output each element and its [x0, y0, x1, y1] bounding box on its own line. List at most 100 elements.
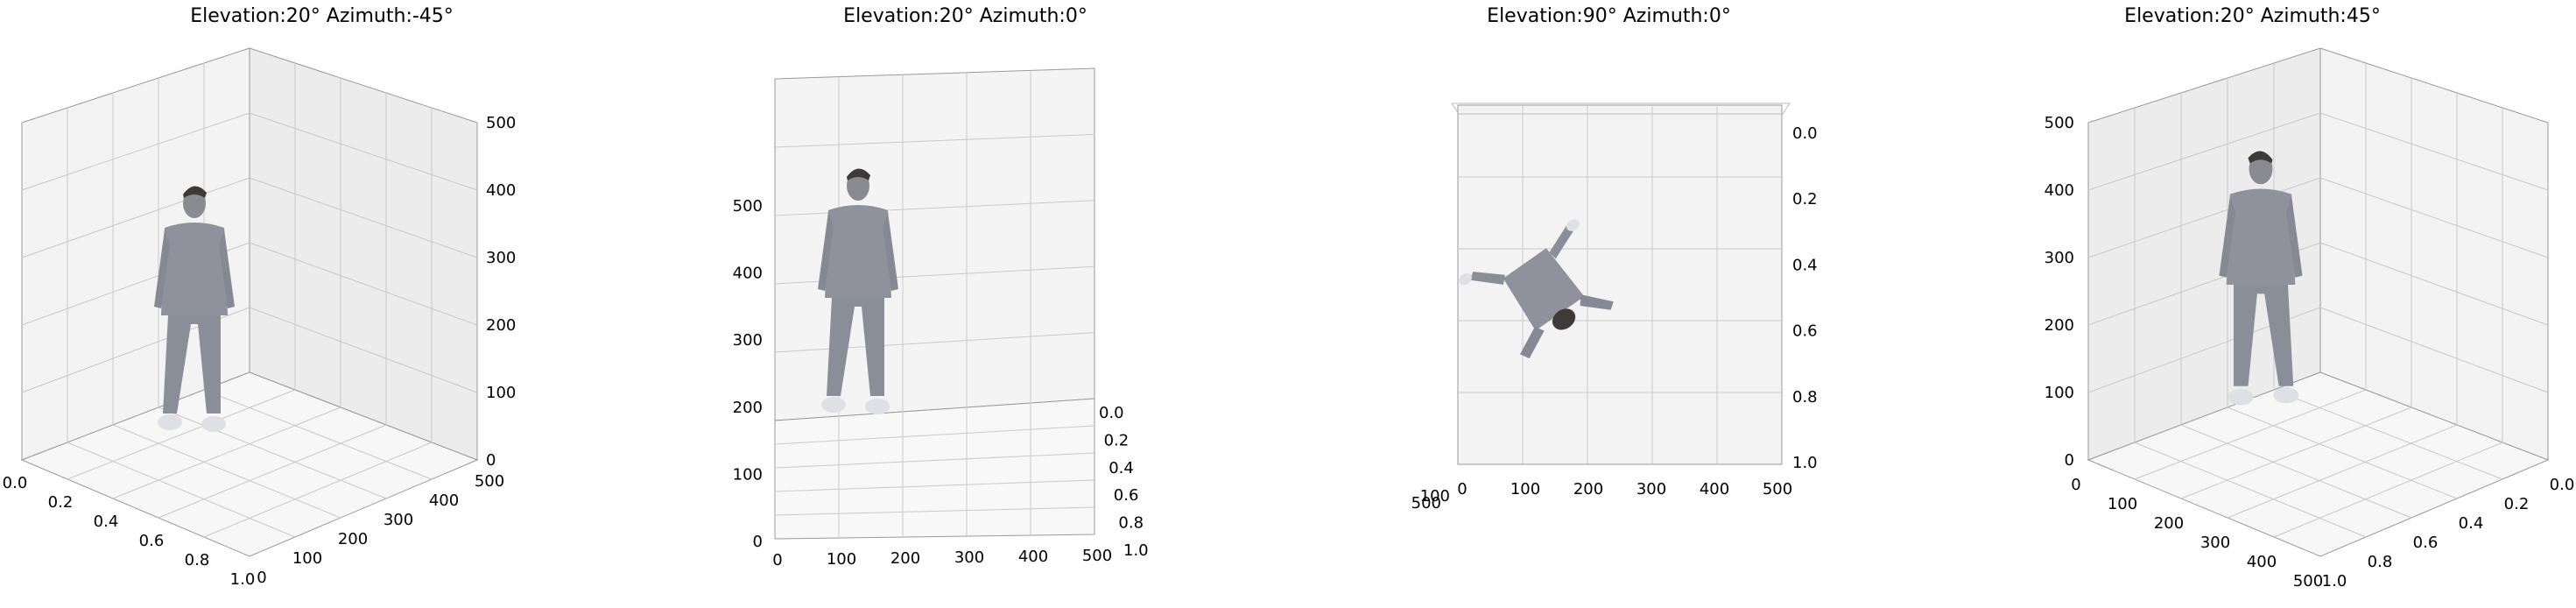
panel-2-x-tick: 100 — [827, 550, 856, 569]
panel-2-z-tick: 200 — [733, 399, 763, 417]
panel-4-z-tick: 200 — [2045, 316, 2074, 335]
panel-1-y-tick: 0 — [257, 569, 266, 587]
panel-2-z-tick: 300 — [733, 331, 763, 350]
panel-4-z-tick: 0 — [2065, 451, 2074, 470]
panel-1-x-tick: 0.4 — [94, 513, 119, 531]
panel-4-z-tick: 100 — [2045, 384, 2074, 402]
panel-4-axes — [2087, 47, 2550, 557]
panel-3-x-tick: 400 — [1700, 480, 1729, 498]
panel-2-y-tick: 1.0 — [1123, 541, 1149, 560]
panel-2-person-voxels — [818, 168, 898, 414]
panel-1-person-voxels — [154, 186, 235, 432]
panel-4-y-tick: 300 — [2200, 534, 2230, 552]
panel-3-y-tick: 0.0 — [1792, 124, 1818, 143]
panel-4-y-tick: 200 — [2154, 514, 2184, 533]
panel-1-x-tick: 0.8 — [185, 551, 210, 569]
panel-2-z-tick: 100 — [733, 465, 763, 484]
panel-4-x-tick: 0.4 — [2459, 514, 2484, 533]
panel-2-y-tick: 0.2 — [1104, 431, 1130, 449]
panel-4-y-tick: 100 — [2108, 495, 2137, 513]
panel-2-z-tick: 400 — [733, 265, 763, 283]
panel-4-title: Elevation:20° Azimuth:45° — [2124, 5, 2381, 27]
panel-1-z-tick: 400 — [486, 181, 516, 200]
panel-4-x-tick: 0.8 — [2368, 553, 2393, 571]
panel-4-figure — [2219, 151, 2303, 406]
panel-3-y-tick: 0.6 — [1792, 322, 1818, 341]
panel-3-pane — [1457, 104, 1783, 465]
panel-4-y-tick: 400 — [2247, 553, 2277, 571]
panel-2-back-pane — [774, 67, 1095, 421]
panel-1-z-tick: 200 — [486, 316, 516, 335]
panel-3-y-tick: 0.8 — [1792, 388, 1818, 407]
panel-3: Elevation:90° Azimuth:0° 0 100 200 300 400 50… — [1287, 0, 1931, 608]
panel-1-figure — [154, 186, 235, 432]
panel-2-y-tick: 0.8 — [1118, 514, 1144, 533]
panel-2-z-tick: 0 — [753, 533, 763, 551]
panel-2-title: Elevation:20° Azimuth:0° — [843, 5, 1087, 27]
panel-1-z-tick: 0 — [486, 451, 496, 470]
panel-1-grid — [21, 63, 478, 538]
panel-3-x-tick: 0 — [1457, 480, 1467, 498]
panel-4-plot: 0 100 200 300 400 500 0 100 200 300 400 500 0.0 0.2 0.… — [2045, 47, 2574, 590]
panel-3-y-tick: 0.2 — [1792, 190, 1818, 209]
panel-1-x-tick: 0.0 — [3, 474, 28, 492]
panel-3-y-tick: 1.0 — [1792, 454, 1818, 472]
panel-4: Elevation:20° Azimuth:45° 0 100 200 300 400 5… — [1931, 0, 2574, 608]
panel-2: Elevation:20° Azimuth:0° 0 100 200 300 400 50… — [644, 0, 1287, 608]
panel-3-x-tick: 500 — [1763, 480, 1792, 498]
panel-4-y-tick: 500 — [2293, 572, 2323, 590]
panel-2-x-tick: 0 — [772, 551, 782, 569]
panel-3-z-tick: 100 — [1420, 487, 1450, 505]
panel-1-y-tick: 500 — [475, 472, 504, 491]
panel-3-x-tick: 200 — [1573, 480, 1603, 498]
panel-4-x-tick: 0.2 — [2504, 495, 2530, 513]
panel-3-axes — [1451, 103, 1791, 465]
panel-3-x-tick: 100 — [1510, 480, 1540, 498]
panel-2-x-tick: 300 — [954, 548, 984, 567]
panel-3-x-tick: 300 — [1636, 480, 1666, 498]
panel-1-x-tick: 1.0 — [230, 570, 256, 589]
panel-2-ticks: 0 100 200 300 400 500 0 100 200 300 400 500 0.0 0.2 0.… — [733, 197, 1149, 569]
panel-4-z-tick: 400 — [2045, 181, 2074, 200]
panel-2-figure — [818, 168, 898, 414]
panel-1-z-tick: 500 — [486, 114, 516, 132]
panel-1-x-tick: 0.6 — [139, 532, 165, 550]
panel-1-y-tick: 300 — [384, 511, 413, 529]
panel-1-y-tick: 400 — [429, 491, 459, 510]
panel-4-y-tick: 0 — [2071, 476, 2080, 494]
panel-1-x-tick: 0.2 — [48, 493, 74, 512]
panel-4-grid — [2087, 63, 2549, 538]
panel-1-y-tick: 200 — [338, 530, 368, 548]
panel-1-z-tick: 100 — [486, 384, 516, 402]
panel-3-top-frame — [1451, 103, 1791, 115]
panel-4-z-tick: 300 — [2045, 249, 2074, 267]
panel-2-plot: 0 100 200 300 400 500 0 100 200 300 400 500 0.0 0.2 0.… — [733, 67, 1149, 569]
panel-1-axes — [20, 47, 479, 557]
panel-4-z-tick: 500 — [2045, 114, 2074, 132]
panel-2-y-tick: 0.6 — [1114, 486, 1139, 505]
panel-2-x-tick: 500 — [1082, 547, 1112, 565]
panel-2-y-tick: 0.0 — [1099, 404, 1124, 422]
panel-2-z-tick: 500 — [733, 197, 763, 216]
panel-3-y-tick: 0.4 — [1792, 256, 1818, 274]
panel-3-title: Elevation:90° Azimuth:0° — [1487, 5, 1731, 27]
panel-3-z-tick: 500 — [1411, 494, 1441, 513]
panel-2-x-tick: 400 — [1018, 548, 1048, 566]
panel-4-person-voxels — [2219, 151, 2303, 406]
panel-1-y-tick: 100 — [292, 549, 322, 568]
panel-2-y-tick: 0.4 — [1109, 459, 1134, 477]
panel-2-floor-pane — [774, 398, 1095, 540]
panel-2-x-tick: 200 — [890, 549, 920, 568]
panel-4-ticks: 0 100 200 300 400 500 0 100 200 300 400 500 0.0 0.2 0.… — [2045, 114, 2574, 590]
panel-4-x-tick: 1.0 — [2322, 572, 2347, 590]
panel-3-figure — [1459, 219, 1614, 359]
panel-1: Elevation:20° Azimuth:-45° 0 100 200 300 400… — [0, 0, 644, 608]
panel-4-x-tick: 0.0 — [2550, 476, 2574, 494]
panel-1-title: Elevation:20° Azimuth:-45° — [190, 5, 454, 27]
panel-4-x-tick: 0.6 — [2413, 534, 2439, 552]
panel-3-person-voxels — [1459, 219, 1614, 359]
